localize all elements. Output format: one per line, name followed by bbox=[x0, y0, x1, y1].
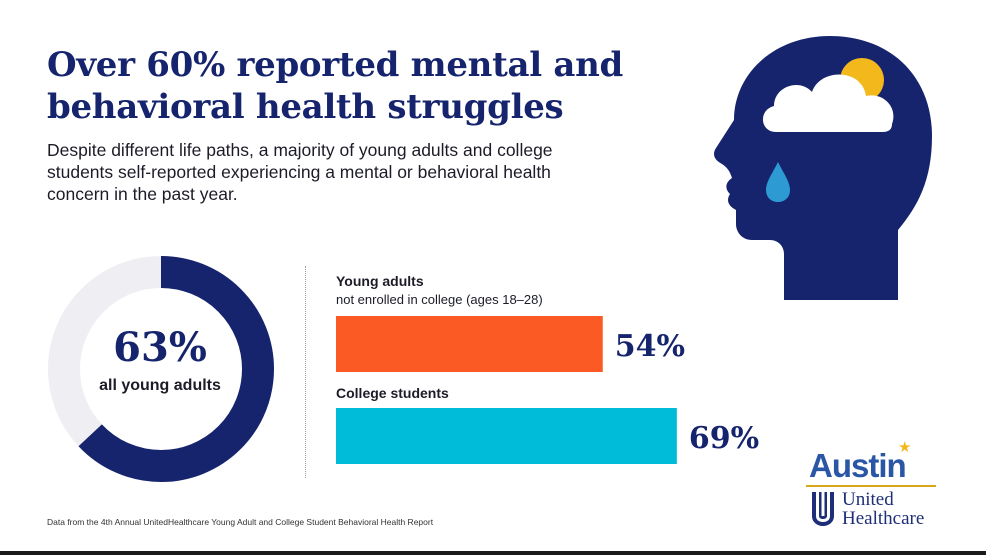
donut-value-label: 63% bbox=[113, 324, 207, 371]
head-with-raincloud-and-tear-icon bbox=[714, 36, 932, 300]
austin-unitedhealthcare-logo: Austin ★ United Healthcare bbox=[806, 440, 946, 534]
logo-united-text: United bbox=[842, 489, 894, 510]
bottom-rule bbox=[0, 551, 986, 555]
source-footnote: Data from the 4th Annual UnitedHealthcar… bbox=[47, 517, 434, 527]
donut-category-label: all young adults bbox=[99, 377, 221, 394]
bar-young-adults bbox=[336, 316, 603, 372]
chart-divider bbox=[305, 266, 306, 478]
page-title: Over 60% reported mental and behavioral … bbox=[47, 45, 624, 127]
bar-category-title: College students bbox=[336, 385, 449, 401]
bar-category-subtitle: not enrolled in college (ages 18–28) bbox=[336, 292, 543, 307]
bar-chart: Young adults not enrolled in college (age… bbox=[336, 273, 759, 464]
logo-rule bbox=[806, 485, 936, 487]
cloud-icon bbox=[762, 74, 894, 132]
logo-austin-text: Austin bbox=[809, 447, 907, 484]
bar-value-label: 54% bbox=[615, 329, 685, 364]
logo-healthcare-text: Healthcare bbox=[842, 508, 925, 529]
tear-drop-icon bbox=[766, 162, 790, 202]
star-icon: ★ bbox=[898, 439, 912, 456]
bar-college-students bbox=[336, 408, 677, 464]
page-subtitle: Despite different life paths, a majority… bbox=[47, 140, 553, 204]
bar-value-label: 69% bbox=[689, 421, 759, 456]
bar-category-title: Young adults bbox=[336, 273, 424, 289]
head-silhouette bbox=[714, 36, 932, 300]
shield-stripes-icon bbox=[812, 492, 834, 526]
donut-arc-all-young-adults bbox=[48, 256, 274, 482]
donut-chart bbox=[48, 256, 274, 482]
